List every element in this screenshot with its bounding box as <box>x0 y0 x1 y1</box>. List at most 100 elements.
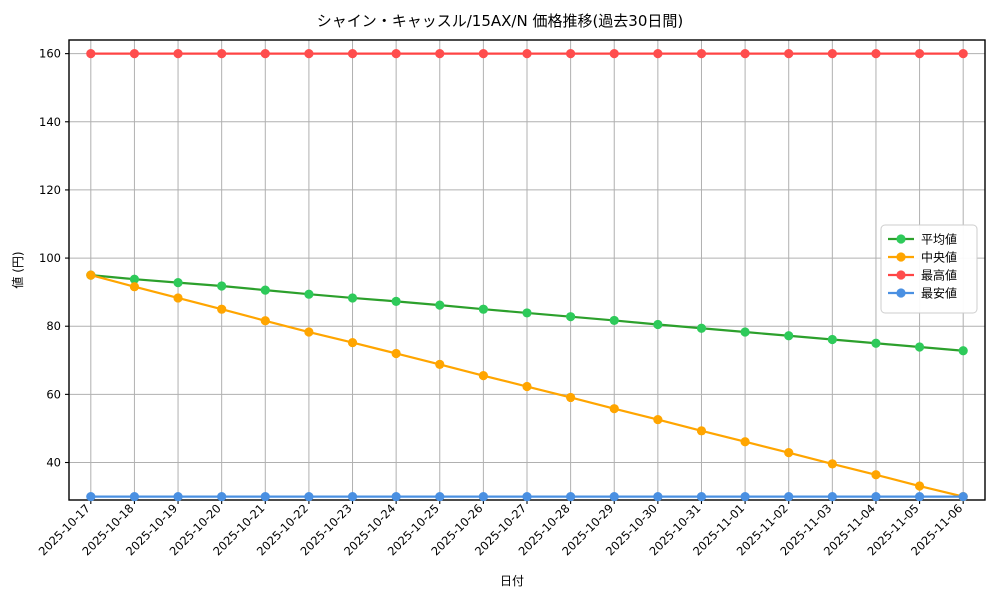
data-point <box>260 285 270 295</box>
data-point <box>653 319 663 330</box>
x-axis-label: 日付 <box>500 574 524 588</box>
data-point <box>566 49 576 59</box>
series-3 <box>86 49 968 59</box>
data-point <box>173 293 183 303</box>
legend-label: 平均値 <box>921 232 957 247</box>
data-point <box>609 404 619 414</box>
data-point <box>217 281 227 291</box>
chart-title: シャイン・キャッスル/15AX/N 価格推移(過去30日間) <box>316 12 684 30</box>
data-point <box>914 342 925 352</box>
data-point <box>740 437 750 447</box>
data-point <box>827 49 837 59</box>
data-point <box>129 282 140 292</box>
data-point <box>914 491 925 502</box>
data-point <box>522 381 532 392</box>
data-point <box>566 392 576 403</box>
y-tick-label: 80 <box>46 319 61 333</box>
y-tick-label: 40 <box>46 456 61 470</box>
data-point <box>740 49 750 59</box>
data-point <box>609 491 619 502</box>
data-point <box>304 327 314 337</box>
data-point <box>696 323 707 333</box>
data-point <box>435 49 445 59</box>
data-point <box>653 414 663 425</box>
data-point <box>784 491 794 502</box>
data-point <box>478 371 488 381</box>
data-point <box>173 49 183 59</box>
data-point <box>478 49 488 59</box>
data-point <box>347 491 358 502</box>
data-point <box>958 346 968 356</box>
data-point <box>217 304 227 314</box>
data-point <box>478 491 488 502</box>
y-axis-label: 値 (円) <box>10 251 25 288</box>
data-point <box>958 491 968 502</box>
data-point <box>86 49 96 59</box>
x-axis-ticks: 2025-10-172025-10-182025-10-192025-10-20… <box>36 500 965 558</box>
data-point <box>391 296 401 306</box>
data-point <box>522 49 532 59</box>
legend-item: 平均値 <box>888 232 957 247</box>
data-point <box>304 289 314 299</box>
data-point <box>391 348 401 359</box>
series-4 <box>86 491 968 502</box>
legend-item: 中央値 <box>888 250 957 265</box>
data-point <box>740 327 750 337</box>
data-point <box>784 49 794 59</box>
data-point <box>653 49 663 59</box>
data-point <box>86 491 96 502</box>
data-point <box>435 300 445 310</box>
legend-item: 最安値 <box>888 286 957 301</box>
data-point <box>871 491 881 502</box>
data-point <box>784 331 794 341</box>
data-point <box>260 316 270 326</box>
data-point <box>129 49 140 59</box>
data-point <box>784 448 794 458</box>
data-point <box>478 304 488 314</box>
y-tick-label: 160 <box>39 47 61 61</box>
data-point <box>740 491 750 502</box>
data-point <box>653 491 663 502</box>
data-point <box>391 491 401 502</box>
y-tick-label: 100 <box>39 251 61 265</box>
data-point <box>871 49 881 59</box>
data-point <box>304 49 314 59</box>
data-point <box>129 491 140 502</box>
data-point <box>435 491 445 502</box>
data-point <box>347 337 358 348</box>
legend-item: 最高値 <box>888 268 957 283</box>
data-point <box>696 426 707 436</box>
y-axis-ticks: 40 60 80 100 120 140 160 <box>39 47 69 470</box>
data-point <box>217 491 227 502</box>
data-point <box>522 308 532 318</box>
data-point <box>696 49 707 59</box>
data-point <box>566 312 576 322</box>
data-point <box>827 334 837 345</box>
data-point <box>217 49 227 59</box>
legend-label: 最高値 <box>921 268 957 283</box>
legend-label: 中央値 <box>921 250 957 265</box>
data-point <box>958 49 968 59</box>
series-2 <box>86 270 968 502</box>
data-point <box>914 481 925 491</box>
data-point <box>86 270 96 280</box>
y-tick-label: 140 <box>39 115 61 129</box>
data-point <box>696 491 707 502</box>
data-point <box>260 491 270 502</box>
data-point <box>347 293 358 303</box>
y-tick-label: 60 <box>46 387 61 401</box>
data-point <box>609 49 619 59</box>
data-point <box>260 49 270 59</box>
data-point <box>435 359 445 369</box>
y-tick-label: 120 <box>39 183 61 197</box>
data-point <box>304 491 314 502</box>
data-point <box>871 338 881 348</box>
data-point <box>609 315 619 326</box>
data-point <box>914 49 925 59</box>
data-point <box>827 491 837 502</box>
data-series <box>86 49 968 502</box>
data-point <box>129 274 140 284</box>
